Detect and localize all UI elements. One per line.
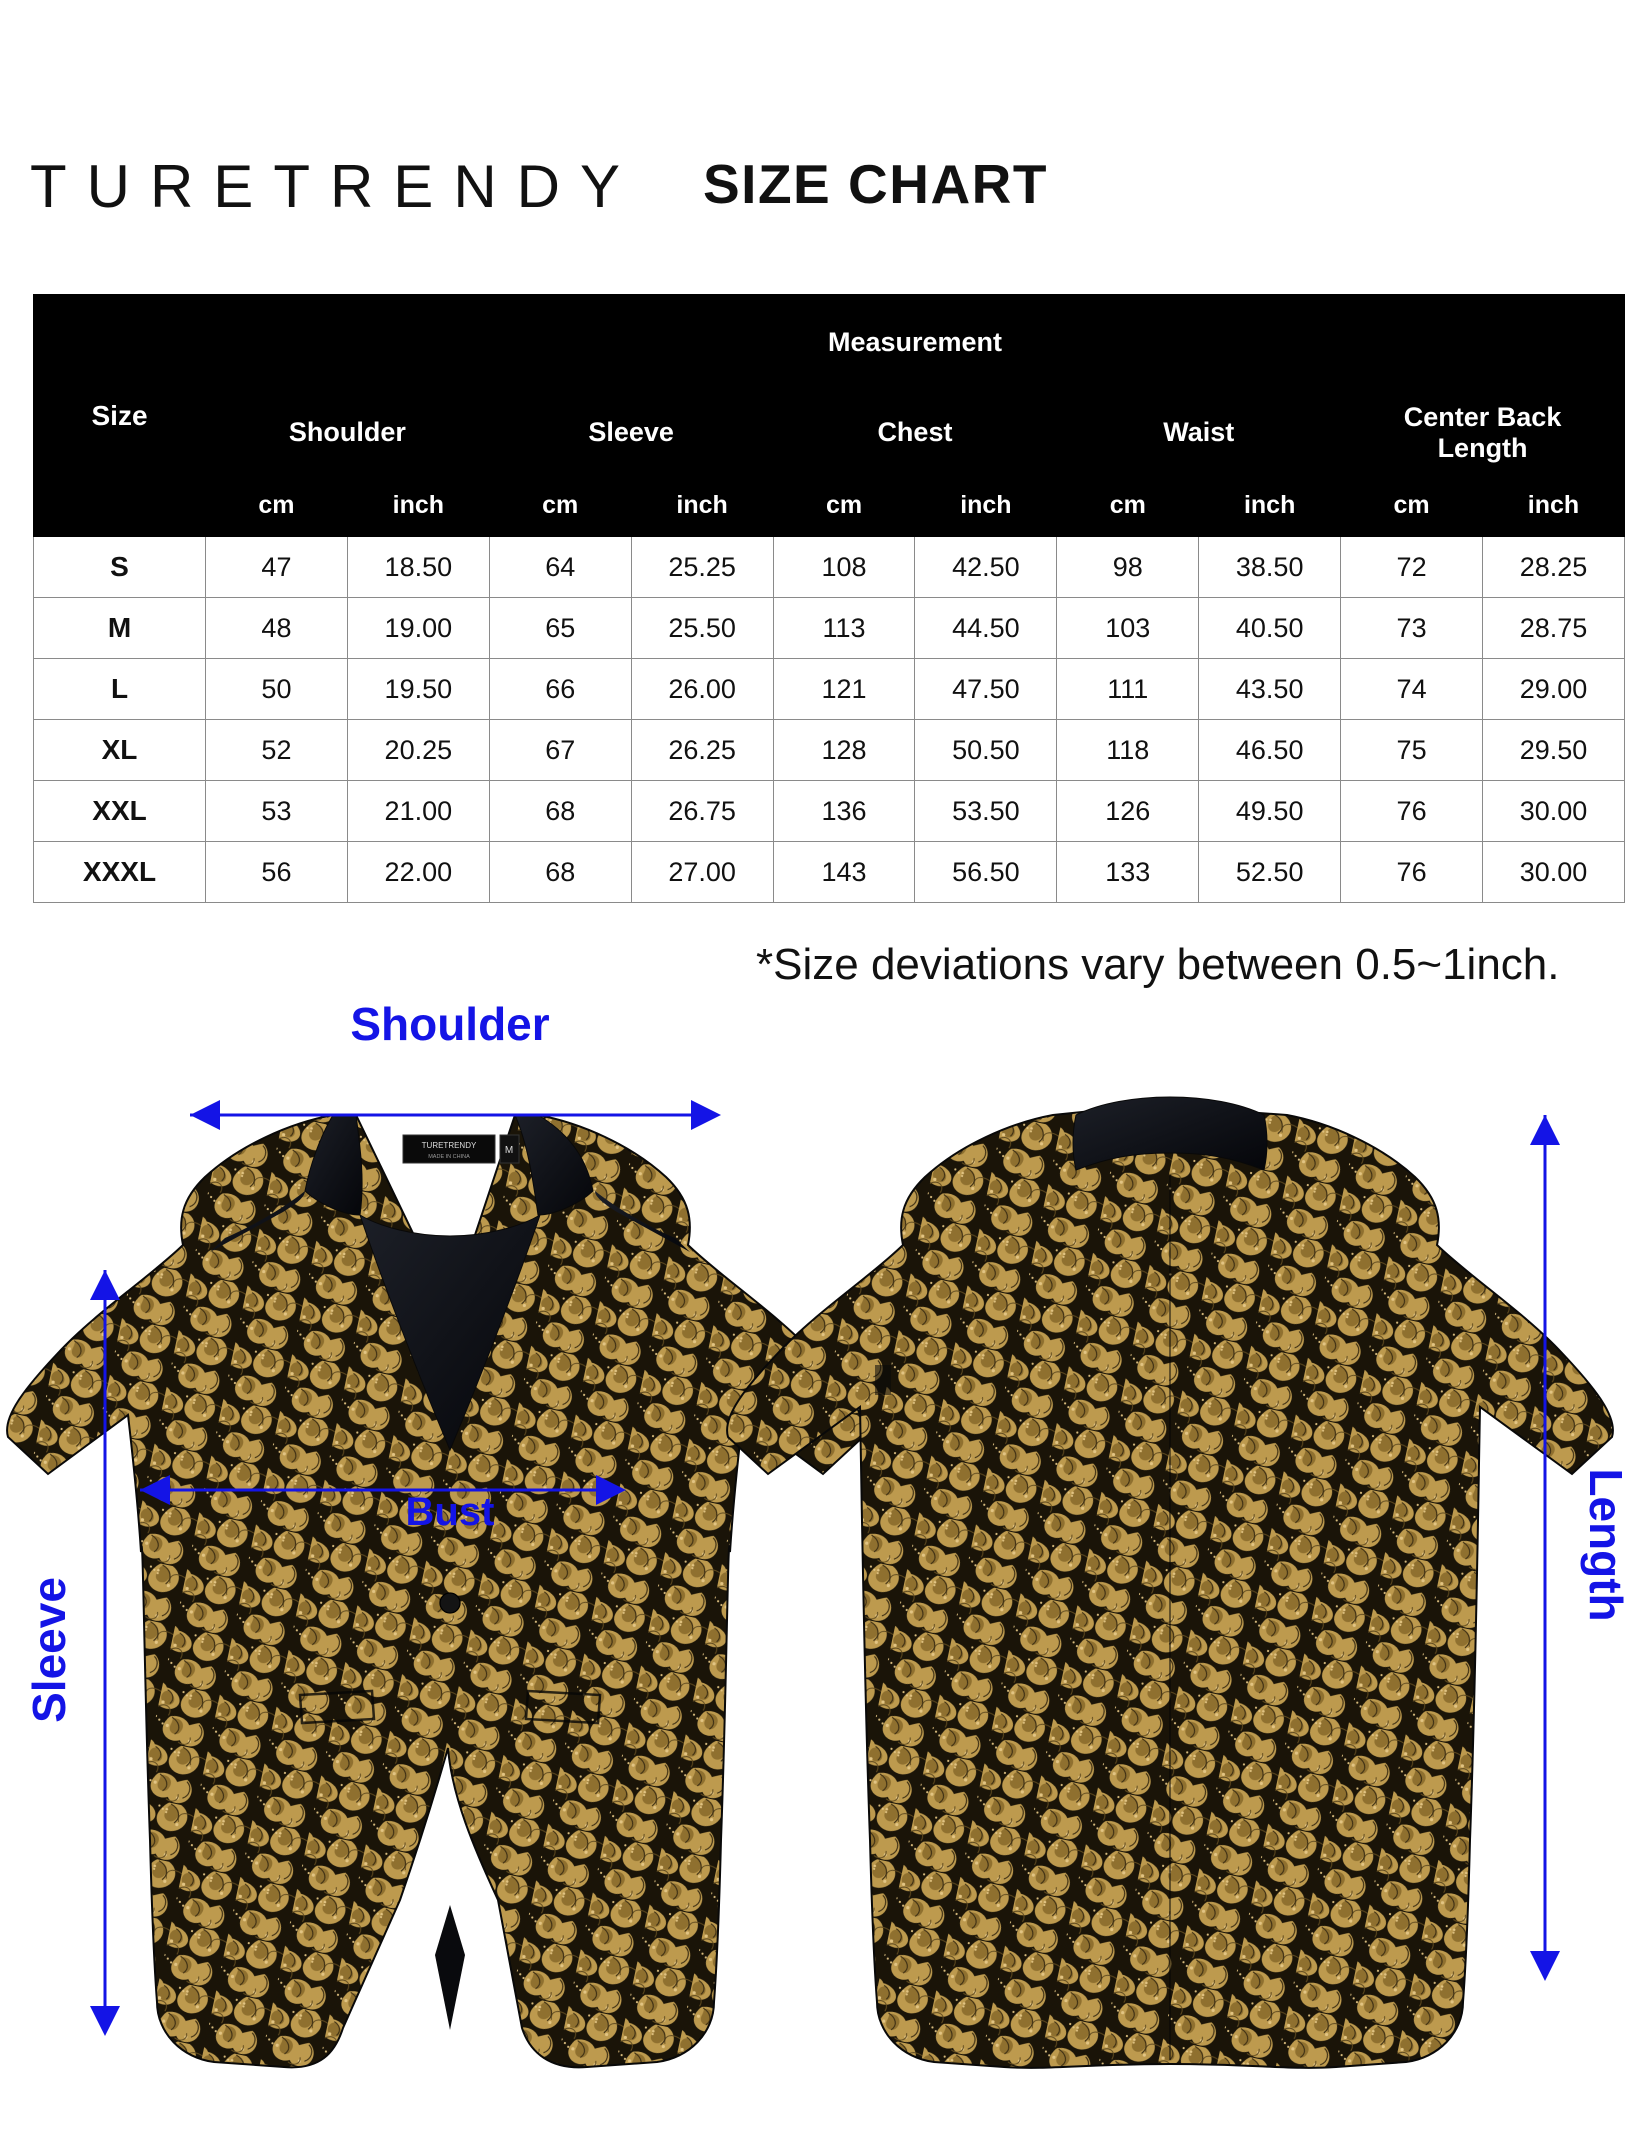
svg-text:Bust: Bust <box>406 1490 495 1534</box>
svg-text:Sleeve: Sleeve <box>23 1577 75 1723</box>
svg-text:M: M <box>505 1145 513 1156</box>
svg-text:Length: Length <box>1580 1468 1632 1621</box>
svg-text:Shoulder: Shoulder <box>350 1000 549 1050</box>
svg-text:MADE IN CHINA: MADE IN CHINA <box>428 1154 470 1160</box>
svg-text:TURETRENDY: TURETRENDY <box>422 1141 477 1150</box>
